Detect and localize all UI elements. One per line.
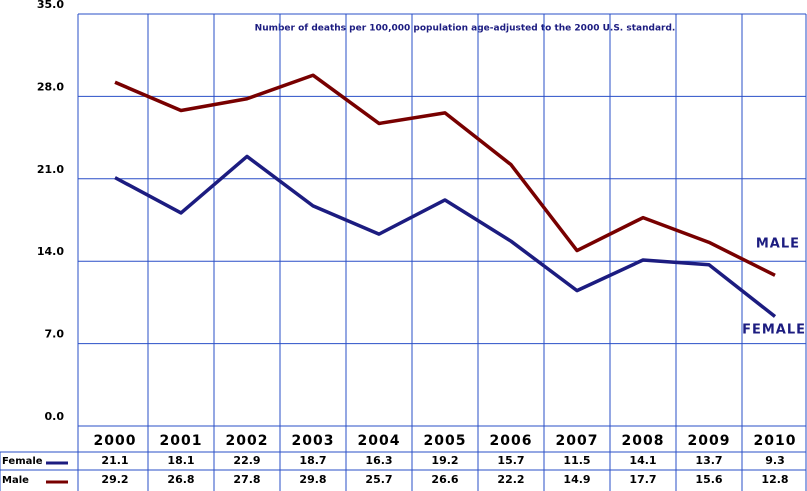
table-value: 26.8 — [167, 473, 194, 486]
table-value: 21.1 — [101, 454, 128, 467]
table-value: 15.7 — [497, 454, 524, 467]
table-value: 14.1 — [629, 454, 656, 467]
table-value: 12.8 — [761, 473, 788, 486]
x-tick-label: 2006 — [490, 433, 533, 449]
y-tick-label: 7.0 — [45, 328, 65, 341]
y-tick-label: 35.0 — [37, 0, 64, 11]
female-label: FEMALE — [742, 323, 806, 338]
y-tick-label: 14.0 — [37, 245, 64, 258]
table-value: 9.3 — [765, 454, 785, 467]
table-value: 29.2 — [101, 473, 128, 486]
x-tick-label: 2008 — [622, 433, 665, 449]
series-line — [114, 154, 777, 318]
x-tick-label: 2004 — [358, 433, 401, 449]
table-value: 25.7 — [365, 473, 392, 486]
table-value: 19.2 — [431, 454, 458, 467]
x-tick-label: 2009 — [688, 433, 731, 449]
x-tick-label: 2001 — [160, 433, 203, 449]
table-value: 13.7 — [695, 454, 722, 467]
y-tick-label: 21.0 — [37, 163, 64, 176]
table-value: 29.8 — [299, 473, 326, 486]
table-value: 18.1 — [167, 454, 194, 467]
table-value: 26.6 — [431, 473, 458, 486]
x-tick-label: 2003 — [292, 433, 335, 449]
table-value: 22.2 — [497, 473, 524, 486]
y-tick-label: 28.0 — [37, 80, 64, 93]
legend-label: Female — [2, 456, 43, 467]
annotation: Number of deaths per 100,000 population … — [255, 24, 676, 34]
table-value: 17.7 — [629, 473, 656, 486]
x-tick-label: 2005 — [424, 433, 467, 449]
x-tick-label: 2002 — [226, 433, 269, 449]
x-tick-label: 2010 — [754, 433, 797, 449]
table-value: 18.7 — [299, 454, 326, 467]
table-value: 27.8 — [233, 473, 260, 486]
male-label: MALE — [756, 237, 800, 252]
table-value: 11.5 — [563, 454, 590, 467]
table-value: 15.6 — [695, 473, 722, 486]
table-value: 14.9 — [563, 473, 590, 486]
series-line — [114, 73, 776, 277]
table-value: 16.3 — [365, 454, 392, 467]
y-tick-label: 0.0 — [45, 410, 65, 423]
table-value: 22.9 — [233, 454, 260, 467]
x-tick-label: 2007 — [556, 433, 599, 449]
x-tick-label: 2000 — [94, 433, 137, 449]
legend-label: Male — [2, 475, 29, 486]
